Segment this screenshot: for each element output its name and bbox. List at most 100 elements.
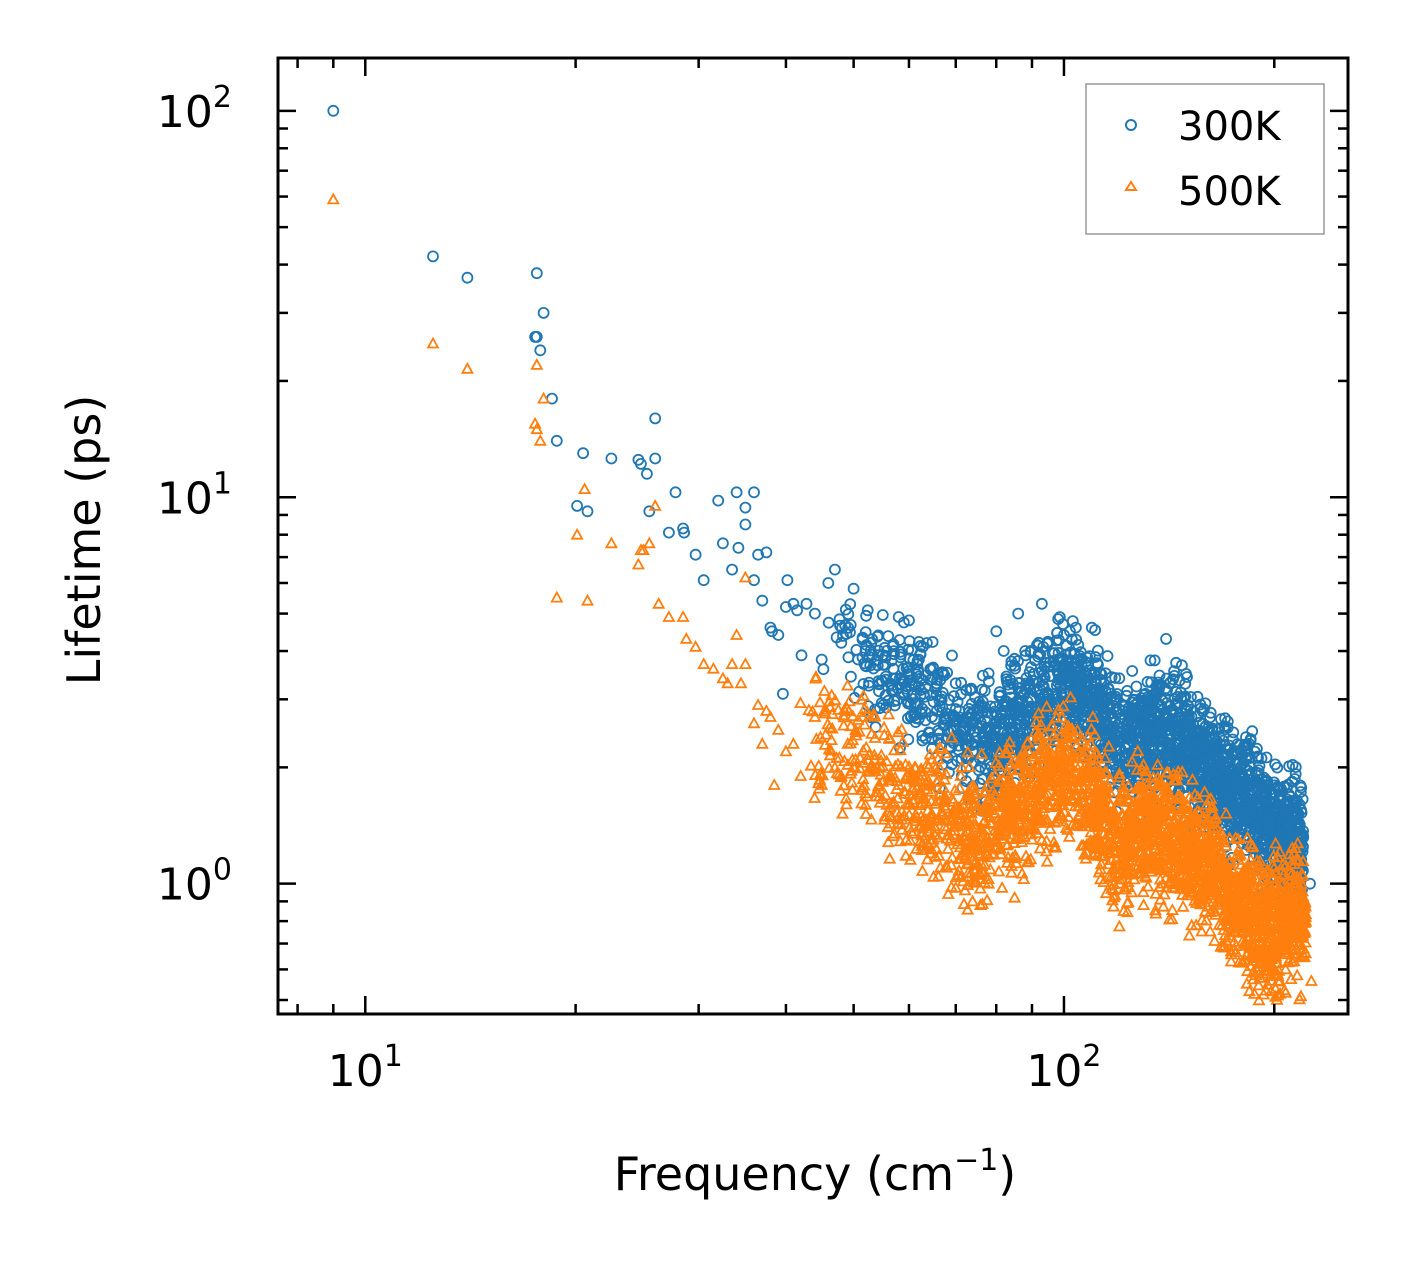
data-point (824, 733, 838, 745)
series-500K-points (326, 192, 1318, 1006)
data-point (1040, 854, 1054, 867)
data-point (1109, 672, 1122, 684)
data-point (842, 608, 855, 621)
data-point (1136, 885, 1150, 897)
data-point (643, 505, 656, 518)
data-point (1121, 685, 1134, 697)
data-point (951, 695, 964, 708)
data-point (712, 494, 725, 507)
data-point (1101, 650, 1114, 662)
data-point (697, 574, 710, 587)
data-point (1290, 968, 1304, 981)
data-point (756, 594, 769, 607)
data-point (777, 687, 789, 700)
data-point (689, 548, 702, 561)
data-point (931, 680, 943, 693)
data-point (649, 412, 662, 425)
data-point (992, 864, 1006, 877)
data-point (1246, 725, 1259, 738)
data-point (915, 864, 929, 876)
data-point (1130, 680, 1143, 693)
data-point (537, 306, 550, 319)
data-point (739, 518, 752, 531)
data-point (581, 505, 594, 518)
data-point (829, 563, 841, 576)
data-point (534, 344, 547, 357)
data-point (813, 695, 827, 708)
data-point (842, 651, 855, 664)
data-point (577, 447, 589, 460)
data-point (781, 574, 794, 587)
data-point (861, 604, 874, 617)
data-point (834, 619, 846, 632)
data-point (793, 696, 808, 708)
data-point (822, 616, 835, 629)
data-point (990, 625, 1003, 638)
data-point (748, 486, 760, 499)
data-point (1112, 919, 1126, 932)
data-point (835, 806, 850, 819)
data-point (649, 452, 662, 465)
data-point (571, 499, 583, 512)
data-point (795, 649, 808, 662)
data-point (847, 582, 860, 595)
data-point (800, 597, 813, 610)
data-point (886, 679, 899, 692)
data-point (663, 526, 675, 539)
data-point (1089, 624, 1101, 636)
data-point (1195, 924, 1209, 937)
data-point (739, 501, 752, 514)
data-point (1289, 761, 1302, 773)
data-point (1036, 597, 1048, 610)
data-point (427, 250, 439, 263)
data-point (994, 689, 1007, 702)
data-point (920, 852, 934, 865)
data-point (817, 663, 830, 676)
data-point (995, 881, 1009, 893)
data-point (815, 653, 828, 666)
data-point (859, 807, 873, 819)
data-point (1160, 633, 1172, 645)
data-point (732, 541, 745, 554)
data-point (1176, 899, 1190, 912)
data-point (726, 563, 738, 576)
data-point (550, 434, 563, 447)
data-point (883, 851, 897, 864)
data-point (1198, 703, 1210, 716)
data-point (860, 609, 872, 622)
data-point (809, 607, 821, 620)
data-point (822, 577, 835, 589)
data-point (859, 626, 872, 638)
data-point (957, 897, 971, 909)
data-point (860, 660, 873, 673)
data-point (997, 645, 1010, 657)
data-point (946, 649, 958, 662)
data-point (669, 486, 682, 499)
data-point (641, 467, 653, 480)
data-point (882, 707, 896, 720)
data-point (1271, 761, 1284, 774)
data-point (1121, 895, 1135, 907)
data-point (876, 609, 889, 621)
data-point (605, 452, 618, 465)
data-point (1025, 661, 1037, 674)
data-point (808, 791, 822, 803)
data-point (1012, 607, 1025, 620)
data-point (717, 537, 729, 550)
data-point (842, 694, 856, 707)
data-point (1017, 872, 1031, 884)
data-point (881, 835, 895, 848)
data-point (1165, 903, 1179, 915)
data-point (930, 689, 943, 702)
data-point (530, 267, 543, 280)
data-point (1144, 654, 1157, 667)
data-point (1208, 934, 1222, 946)
data-point (926, 636, 939, 648)
data-point (1126, 665, 1139, 677)
data-point (865, 727, 879, 739)
data-point (461, 271, 474, 284)
data-point (730, 486, 743, 499)
data-point (817, 684, 831, 696)
data-point (837, 630, 849, 642)
